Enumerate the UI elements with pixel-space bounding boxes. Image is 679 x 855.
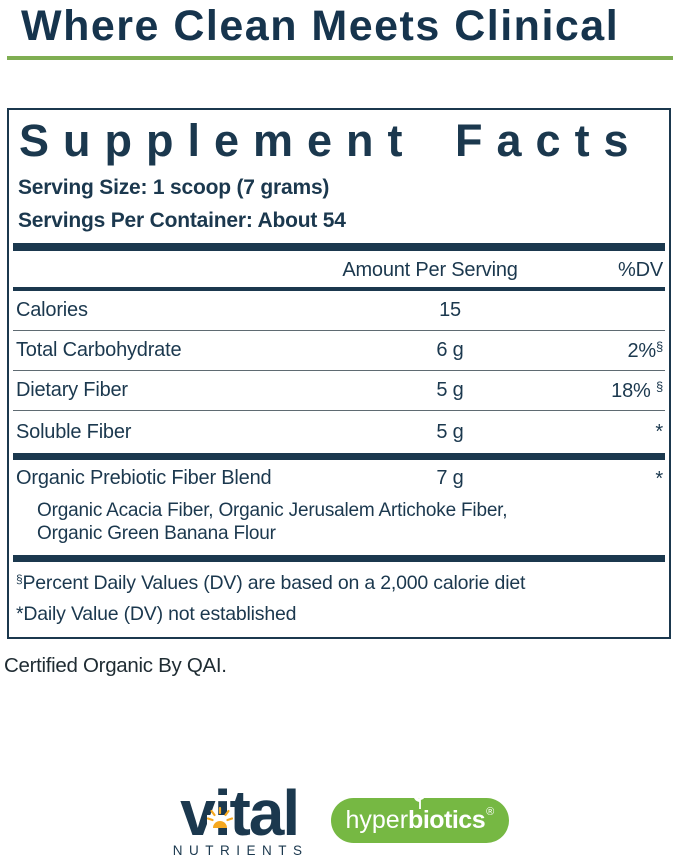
title-underline: [7, 56, 673, 60]
hyperbiotics-text-bold: biotics: [408, 806, 486, 834]
table-row-soluble-fiber: Soluble Fiber 5 g *: [13, 411, 665, 453]
table-row-calories: Calories 15: [13, 291, 665, 331]
vital-nutrients-logo: vital NUTRIENTS: [170, 777, 309, 855]
serving-size: Serving Size: 1 scoop (7 grams): [18, 176, 330, 199]
nutrient-dv: *: [655, 467, 663, 490]
nutrient-name: Dietary Fiber: [16, 379, 128, 401]
divider-thick-blend: [13, 453, 665, 460]
certification-text: Certified Organic By QAI.: [4, 654, 227, 677]
column-header-dv: %DV: [618, 259, 663, 281]
divider-thick-top: [13, 243, 665, 251]
hyperbiotics-logo: hyper biotics ®: [330, 794, 510, 843]
table-row-prebiotic-blend: Organic Prebiotic Fiber Blend 7 g *: [13, 460, 665, 497]
table-header-row: Amount Per Serving %DV: [13, 251, 665, 291]
nutrient-amount: 5 g: [436, 379, 464, 401]
sprout-icon: [411, 794, 429, 810]
nutrient-name: Calories: [16, 299, 88, 321]
nutrient-name: Total Carbohydrate: [16, 339, 182, 361]
registered-trademark-icon: ®: [486, 806, 495, 818]
table-row-dietary-fiber: Dietary Fiber 5 g 18% §: [13, 371, 665, 411]
footnote-daily-value: §Percent Daily Values (DV) are based on …: [16, 572, 526, 594]
nutrient-amount: 6 g: [436, 339, 464, 361]
footnote-not-established: *Daily Value (DV) not established: [16, 603, 297, 625]
table-row-total-carbohydrate: Total Carbohydrate 6 g 2%§: [13, 331, 665, 371]
nutrient-amount: 15: [439, 299, 461, 321]
vital-wordmark: vital: [180, 777, 300, 849]
supplement-facts-panel: Supplement Facts Serving Size: 1 scoop (…: [7, 108, 671, 639]
nutrient-dv: *: [655, 421, 663, 443]
page-title: Where Clean Meets Clinical: [21, 2, 620, 50]
nutrient-name: Soluble Fiber: [16, 420, 132, 443]
brand-logos: vital NUTRIENTS: [0, 781, 679, 855]
nutrient-amount: 7 g: [436, 467, 464, 489]
nutrient-dv: 2%§: [627, 338, 663, 362]
vital-nutrients-subtext: NUTRIENTS: [172, 843, 309, 855]
divider-thick-footnotes: [13, 555, 665, 562]
supplement-facts-title: Supplement Facts: [19, 115, 643, 166]
hyperbiotics-text-light: hyper: [345, 806, 409, 834]
nutrient-dv: 18% §: [611, 378, 663, 402]
column-header-amount: Amount Per Serving: [342, 259, 518, 281]
sun-icon: [206, 778, 234, 828]
nutrient-name: Organic Prebiotic Fiber Blend: [16, 467, 272, 489]
nutrient-amount: 5 g: [436, 420, 464, 443]
blend-ingredients: Organic Acacia Fiber, Organic Jerusalem …: [37, 500, 508, 544]
servings-per-container: Servings Per Container: About 54: [18, 209, 346, 232]
